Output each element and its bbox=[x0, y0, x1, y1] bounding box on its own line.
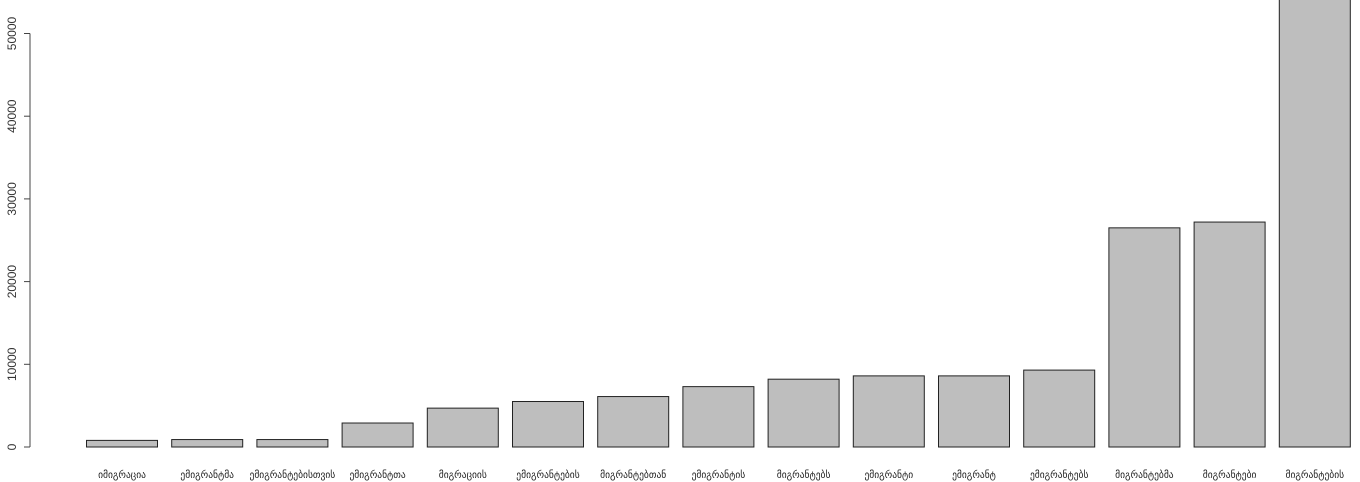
bar bbox=[171, 439, 244, 448]
x-category-label: მიგრანტებმა bbox=[1115, 470, 1174, 481]
x-category-label: მიგრანტები bbox=[1203, 470, 1257, 481]
bars-group bbox=[86, 0, 1351, 448]
y-tick-label: 0 bbox=[5, 443, 19, 450]
bar bbox=[86, 439, 158, 448]
x-category-label: მიგრანტებთან bbox=[600, 470, 666, 481]
x-category-label: ემიგრანტებისთვის bbox=[250, 470, 336, 481]
bar bbox=[1193, 221, 1266, 448]
x-category-label: ემიგრანტმა bbox=[180, 470, 234, 481]
x-category-label: ემიგრანტი bbox=[864, 470, 913, 481]
y-tick-label: 10000 bbox=[5, 347, 19, 381]
x-category-label: იმიგრაცია bbox=[98, 470, 146, 481]
x-category-label: მიგრანტებს bbox=[777, 470, 831, 481]
x-category-label: ემიგრანტებს bbox=[1030, 470, 1089, 481]
y-axis: 0 10000 20000 30000 40000 50000 bbox=[5, 16, 31, 450]
x-category-label: ემიგრანტთა bbox=[349, 470, 405, 481]
x-category-label: ემიგრანტ bbox=[952, 470, 996, 481]
y-tick-label: 30000 bbox=[5, 182, 19, 216]
y-tick-label: 40000 bbox=[5, 99, 19, 133]
x-category-label: ემიგრანტის bbox=[692, 470, 746, 481]
bar bbox=[597, 396, 670, 448]
bar bbox=[1108, 227, 1181, 448]
y-tick-label: 20000 bbox=[5, 265, 19, 299]
y-tick-label: 50000 bbox=[5, 16, 19, 50]
bar bbox=[341, 422, 414, 448]
bar bbox=[512, 401, 584, 448]
bar bbox=[938, 375, 1010, 448]
bar bbox=[1278, 0, 1351, 448]
bar bbox=[852, 375, 925, 448]
bar bbox=[682, 386, 755, 448]
x-category-label: მიგრანტების bbox=[1286, 470, 1345, 481]
bar bbox=[256, 439, 329, 448]
x-category-label: ემიგრანტების bbox=[516, 470, 579, 481]
x-axis-labels: იმიგრაცია ემიგრანტმა ემიგრანტებისთვის ემიგრ… bbox=[98, 470, 1344, 481]
bar bbox=[426, 407, 499, 448]
bar bbox=[1023, 369, 1096, 448]
x-category-label: მიგრაციის bbox=[439, 470, 487, 481]
bar bbox=[767, 378, 840, 448]
